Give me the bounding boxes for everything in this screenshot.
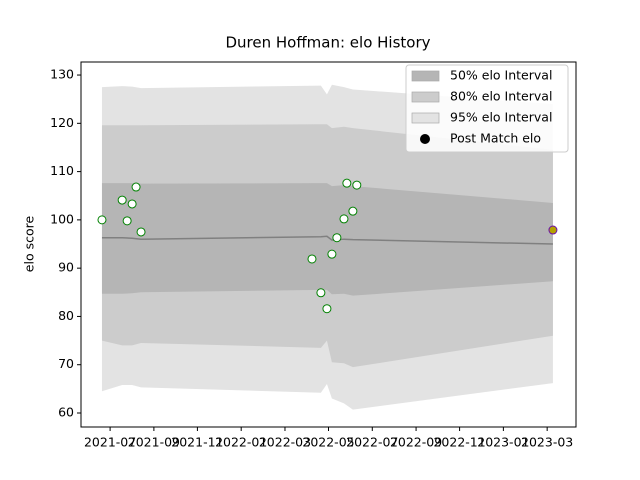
legend-label: 95% elo Interval [450, 110, 552, 125]
legend-swatch [411, 112, 440, 124]
mean-line [101, 235, 553, 245]
y-tick-label: 120 [50, 115, 74, 130]
data-point [339, 214, 349, 224]
y-tick-label: 130 [50, 67, 74, 82]
data-point [322, 304, 332, 314]
data-point [307, 254, 317, 264]
y-axis-label: elo score [22, 216, 37, 273]
data-point [127, 199, 137, 209]
data-point [97, 215, 107, 225]
data-point [348, 206, 358, 216]
data-point [316, 288, 326, 298]
data-point [332, 233, 342, 243]
data-point [131, 182, 141, 192]
x-tick-label: 2022-05 [302, 435, 354, 450]
legend: 50% elo Interval 80% elo Interval 95% elo … [405, 64, 569, 153]
x-tick-label: 2021-09 [128, 435, 180, 450]
x-tick-label: 2022-03 [259, 435, 311, 450]
data-point [122, 216, 132, 226]
y-tick-label: 110 [50, 163, 74, 178]
legend-swatch [411, 91, 440, 103]
data-point [342, 178, 352, 188]
legend-box [405, 64, 569, 153]
y-tick-label: 80 [58, 308, 74, 323]
legend-label: 50% elo Interval [450, 68, 552, 83]
y-tick-label: 70 [58, 356, 74, 371]
data-point [136, 227, 146, 237]
x-tick-label: 2021-07 [84, 435, 136, 450]
legend-marker [420, 134, 430, 144]
x-tick-label: 2023-01 [477, 435, 529, 450]
interval-band [101, 183, 553, 296]
data-point [327, 249, 337, 259]
x-tick-label: 2021-11 [171, 435, 223, 450]
x-tick-label: 2022-07 [346, 435, 398, 450]
x-tick-label: 2022-09 [390, 435, 442, 450]
legend-label: Post Match elo [450, 131, 541, 146]
x-tick-label: 2022-01 [215, 435, 267, 450]
y-tick-label: 60 [58, 404, 74, 419]
chart-title: Duren Hoffman: elo History [225, 34, 430, 52]
legend-swatch [411, 70, 440, 82]
data-point [117, 195, 127, 205]
x-tick-label: 2022-11 [433, 435, 485, 450]
legend-label: 80% elo Interval [450, 89, 552, 104]
data-point [548, 225, 558, 235]
y-tick-label: 100 [50, 211, 74, 226]
x-tick-label: 2023-03 [521, 435, 573, 450]
data-point [352, 180, 362, 190]
y-tick-label: 90 [58, 260, 74, 275]
